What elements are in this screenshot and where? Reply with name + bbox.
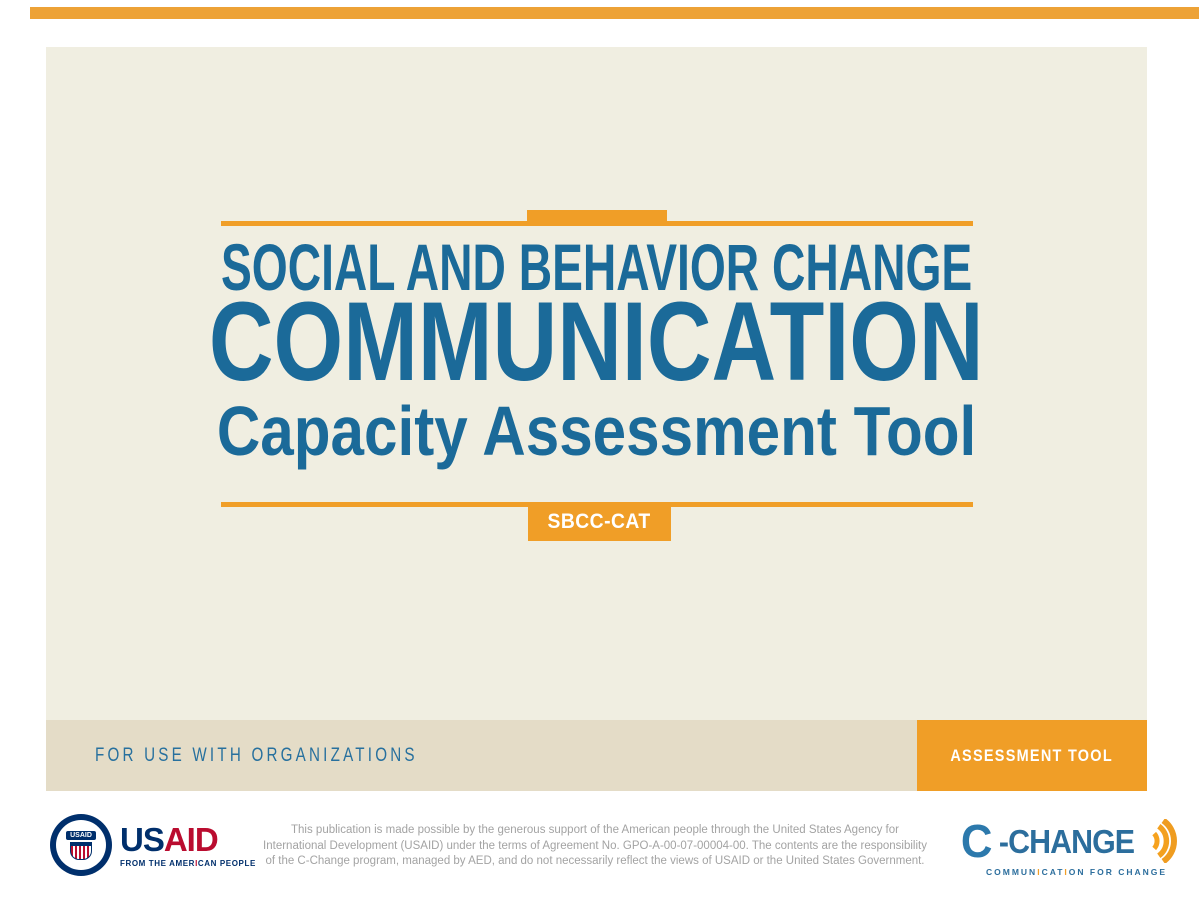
usaid-tagline-part1: FROM THE AMER	[120, 858, 196, 868]
disclaimer-line-3: of the C-Change program, managed by AED,…	[265, 855, 925, 867]
usaid-wordmark: USAID FROM THE AMERICAN PEOPLE	[120, 823, 256, 868]
title-rule-top	[221, 210, 973, 226]
title-rule-tab	[527, 210, 667, 226]
cover-panel	[46, 47, 1147, 720]
title-line-1: SOCIAL AND BEHAVIOR CHANGE	[46, 234, 1147, 300]
usaid-seal-icon: USAID	[50, 814, 112, 876]
cchange-logo: C -CHANGE COMMUNICATION FOR CHANGE	[960, 818, 1186, 877]
cchange-tagline-i1: I	[1037, 867, 1042, 877]
title-line-2-text: COMMUNICATION	[209, 279, 984, 404]
disclaimer-line-1: This publication is made possible by the…	[291, 824, 899, 836]
usaid-logo: USAID USAID FROM THE AMERICAN PEOPLE	[50, 814, 256, 876]
assessment-tool-badge-label: ASSESSMENT TOOL	[950, 745, 1114, 765]
assessment-tool-badge: ASSESSMENT TOOL	[917, 720, 1147, 791]
sbcc-cat-badge-label: SBCC-CAT	[547, 510, 652, 533]
cchange-tagline-part2: CAT	[1041, 867, 1065, 877]
audience-label-text: FOR USE WITH ORGANIZATIONS	[95, 744, 418, 766]
title-line-3-text: Capacity Assessment Tool	[216, 392, 977, 470]
title-line-2: COMMUNICATION	[46, 286, 1147, 398]
usaid-tagline-part2: CAN PEOPLE	[197, 858, 256, 868]
title-line-1-text: SOCIAL AND BEHAVIOR CHANGE	[220, 230, 973, 304]
top-accent-bar	[30, 7, 1199, 19]
cchange-tagline-part3: ON FOR CHANGE	[1068, 867, 1168, 877]
audience-label: FOR USE WITH ORGANIZATIONS	[95, 720, 498, 791]
usaid-seal-inner: USAID	[56, 820, 106, 870]
title-line-3: Capacity Assessment Tool	[46, 396, 1147, 466]
cchange-tagline-part1: COMMUN	[986, 867, 1038, 877]
audience-banner: FOR USE WITH ORGANIZATIONS ASSESSMENT TO…	[46, 720, 1147, 791]
cchange-tagline-i2: I	[1064, 867, 1069, 877]
cchange-arcs-icon	[1152, 819, 1178, 863]
usaid-seal-label: USAID	[66, 830, 96, 840]
usaid-wordmark-us: US	[120, 820, 165, 858]
usaid-wordmark-aid: AID	[163, 820, 219, 858]
usaid-tagline: FROM THE AMERICAN PEOPLE	[120, 859, 256, 868]
disclaimer-line-2: International Development (USAID) under …	[263, 839, 927, 852]
cchange-wordmark: C -CHANGE	[960, 818, 1186, 864]
cchange-wordmark-c: C	[960, 815, 993, 867]
usaid-tagline-i: I	[195, 858, 198, 868]
cchange-tagline: COMMUNICATION FOR CHANGE	[986, 867, 1186, 877]
cchange-wordmark-rest: -CHANGE	[999, 822, 1135, 860]
disclaimer-text: This publication is made possible by the…	[240, 823, 950, 870]
sbcc-cat-badge: SBCC-CAT	[528, 503, 671, 541]
usaid-wordmark-text: USAID	[120, 823, 256, 856]
usaid-seal-shield-icon	[70, 841, 92, 860]
